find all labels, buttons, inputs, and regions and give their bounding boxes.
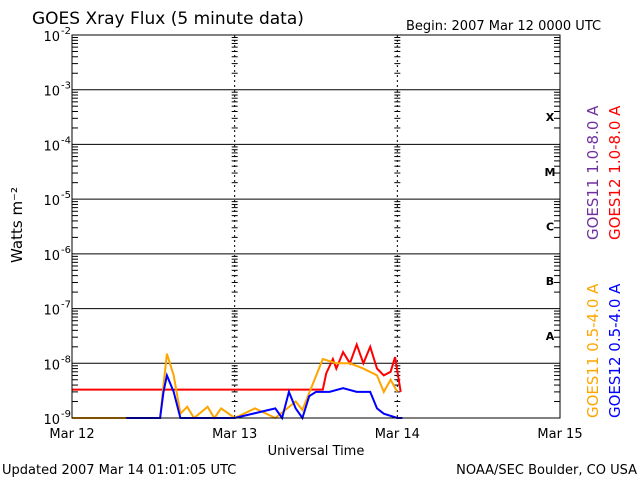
- x-tick-label: Mar 13: [212, 427, 257, 442]
- y-tick-exponent: -8: [61, 354, 71, 365]
- y-tick-label: 10: [43, 249, 60, 264]
- x-axis-label: Universal Time: [268, 444, 365, 459]
- series-line: [72, 341, 402, 393]
- legend-entry: GOES12 1.0-8.0 A: [606, 105, 624, 240]
- flare-class-labels: X M C B A: [545, 111, 556, 343]
- begin-label: Begin: 2007 Mar 12 0000 UTC: [406, 19, 601, 34]
- legend-entry: GOES11 1.0-8.0 A: [584, 105, 602, 240]
- x-tick-label: Mar 12: [49, 427, 94, 442]
- y-tick-label: 10: [43, 194, 60, 209]
- y-tick-exponent: -4: [61, 135, 71, 146]
- flare-class-label: M: [545, 166, 556, 179]
- legend-entry: GOES12 0.5-4.0 A: [606, 283, 624, 418]
- y-tick-exponent: -9: [61, 409, 71, 420]
- y-tick-exponent: -2: [61, 26, 71, 37]
- x-tick-labels: Mar 12 Mar 13 Mar 14 Mar 15: [49, 427, 582, 442]
- y-tick-label: 10: [43, 304, 60, 319]
- y-tick-labels: 10-210-310-410-510-610-710-810-9: [43, 26, 71, 428]
- y-tick-label: 10: [43, 413, 60, 428]
- y-tick-label: 10: [43, 30, 60, 45]
- y-tick-label: 10: [43, 139, 60, 154]
- y-tick-exponent: -5: [61, 190, 71, 201]
- y-tick-label: 10: [43, 85, 60, 100]
- flare-class-label: A: [546, 330, 555, 343]
- x-tick-label: Mar 14: [375, 427, 420, 442]
- gridlines: [72, 34, 560, 419]
- updated-label: Updated 2007 Mar 14 01:01:05 UTC: [2, 463, 236, 478]
- chart-title: GOES Xray Flux (5 minute data): [32, 9, 304, 29]
- plot-frame: [71, 34, 561, 419]
- y-tick-exponent: -6: [61, 245, 71, 256]
- flare-class-label: X: [546, 111, 555, 124]
- flare-class-label: B: [546, 275, 554, 288]
- y-axis-label: Watts m⁻²: [8, 187, 26, 263]
- x-tick-label: Mar 15: [537, 427, 582, 442]
- series-line: [126, 371, 403, 421]
- y-tick-exponent: -3: [61, 81, 71, 92]
- credit-label: NOAA/SEC Boulder, CO USA: [456, 463, 637, 478]
- flare-class-label: C: [546, 221, 554, 234]
- legend-entry: GOES11 0.5-4.0 A: [584, 283, 602, 418]
- y-tick-label: 10: [43, 358, 60, 373]
- legend: GOES11 1.0-8.0 A GOES12 1.0-8.0 A GOES11 0…: [584, 105, 624, 418]
- y-tick-exponent: -7: [61, 300, 71, 311]
- series-layer: [72, 341, 403, 421]
